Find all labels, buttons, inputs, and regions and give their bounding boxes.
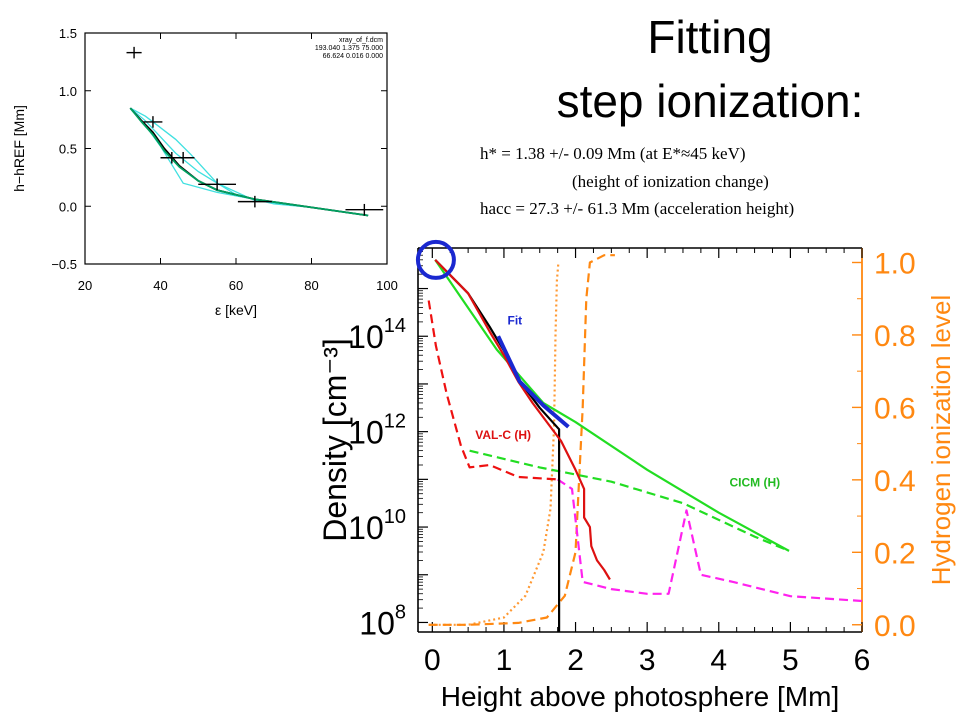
ionization-y-tick-label: 0.6 <box>874 392 916 425</box>
scatter-annotation-line: 66.624 0.016 0.000 <box>323 53 383 60</box>
density-series-line <box>429 263 559 625</box>
density-y-axis-label: Density [cm⁻³] <box>317 338 353 542</box>
density-series-line <box>429 301 558 480</box>
density-series-line <box>498 336 568 427</box>
density-x-axis-label: Height above photosphere [Mm] <box>441 681 839 712</box>
scatter-annotation-line: 193.040 1.375 75.000 <box>315 45 383 52</box>
scatter-fit-line <box>130 108 368 215</box>
scatter-data-point <box>127 47 142 59</box>
density-series-line <box>435 260 559 632</box>
density-series-line <box>435 260 789 551</box>
fit-series-label: Fit <box>508 313 523 327</box>
ionization-y-tick-label: 0.0 <box>874 610 916 643</box>
scatter-plot-frame <box>85 33 387 264</box>
scatter-x-tick-label: 80 <box>304 278 318 293</box>
valc-series-label: VAL-C (H) <box>475 428 531 442</box>
scatter-y-tick-label: 1.0 <box>59 84 77 99</box>
scatter-y-tick-label: 0.0 <box>59 199 77 214</box>
density-y-tick-label: 1012 <box>348 411 406 451</box>
density-series-line <box>558 479 862 601</box>
density-x-tick-label: 3 <box>639 644 656 677</box>
scatter-x-tick-label: 100 <box>376 278 398 293</box>
density-y-tick-label: 1014 <box>348 315 406 355</box>
density-x-tick-label: 1 <box>496 644 513 677</box>
ionization-y-tick-label: 0.8 <box>874 320 916 353</box>
density-x-tick-label: 5 <box>782 644 799 677</box>
scatter-fit-line <box>130 108 368 215</box>
ionization-y-tick-label: 0.2 <box>874 537 916 570</box>
scatter-annotation-line: xray_of_f.dcm <box>339 37 383 44</box>
charts-canvas: 20 40 60 80 100−0.50.00.51.01.5ε [keV]h−hREF… <box>0 0 960 720</box>
scatter-x-tick-label: 60 <box>229 278 243 293</box>
density-series-line <box>470 451 789 551</box>
scatter-fit-line <box>130 108 368 215</box>
density-x-tick-label: 2 <box>567 644 584 677</box>
scatter-y-tick-label: −0.5 <box>51 257 77 272</box>
scatter-y-tick-label: 1.5 <box>59 26 77 41</box>
scatter-x-tick-label: 40 <box>153 278 167 293</box>
density-y-tick-label: 108 <box>359 601 406 641</box>
ionization-y-axis-label: Hydrogen ionization level <box>926 295 956 586</box>
cicm-series-label: CICM (H) <box>730 476 781 490</box>
density-series-line <box>435 260 610 580</box>
ionization-y-tick-label: 1.0 <box>874 247 916 280</box>
scatter-x-tick-label: 20 <box>78 278 92 293</box>
density-x-tick-label: 4 <box>710 644 727 677</box>
density-y-tick-label: 1010 <box>348 506 406 546</box>
scatter-fit-line <box>130 108 368 215</box>
ionization-y-tick-label: 0.4 <box>874 465 916 498</box>
scatter-y-tick-label: 0.5 <box>59 142 77 157</box>
scatter-y-axis-label: h−hREF [Mm] <box>11 105 27 192</box>
scatter-fit-line <box>130 108 368 215</box>
density-x-tick-label: 6 <box>854 644 871 677</box>
density-x-tick-label: 0 <box>424 644 441 677</box>
scatter-x-axis-label: ε [keV] <box>215 302 257 318</box>
